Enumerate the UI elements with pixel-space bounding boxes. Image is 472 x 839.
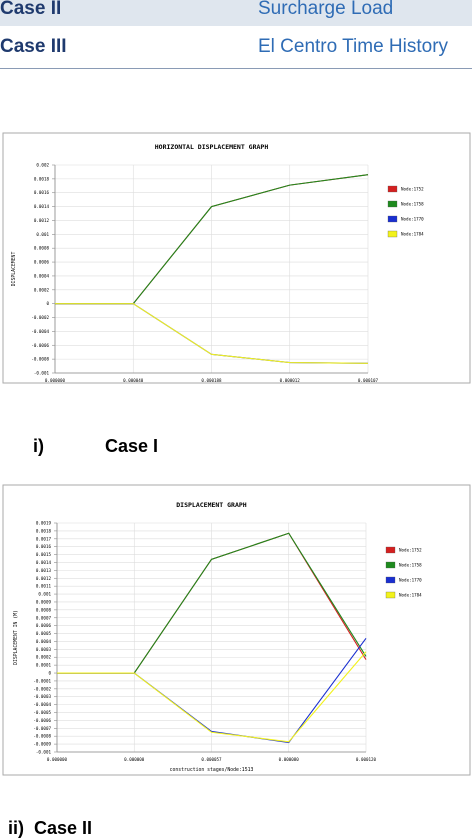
x-tick-label: 0.000188: [201, 378, 222, 383]
y-tick-label: -0.001: [34, 371, 50, 376]
legend-swatch: [387, 185, 398, 193]
x-tick-label: 0.000000: [124, 757, 145, 762]
chart: HORIZONTAL DISPLACEMENT GRAPH 0.002 0.0018…: [2, 132, 471, 384]
x-tick-label: 0.000000: [45, 378, 66, 383]
cell: Case II: [0, 0, 62, 19]
y-tick-label: -0.0006: [31, 343, 49, 348]
legend-label: Node:1758: [401, 202, 424, 207]
y-tick-label: 0.0012: [34, 218, 50, 223]
caption-label: Case I: [105, 436, 159, 456]
chart: DISPLACEMENT GRAPH 0.0019 0.0018 0.0017 0.00…: [2, 484, 471, 776]
table-row: Case III El Centro Time History: [0, 26, 472, 69]
y-tick-label: -0.0005: [33, 710, 51, 715]
legend-label: Node:1784: [399, 593, 422, 598]
y-tick-label: -0.0003: [33, 694, 51, 699]
y-tick-label: 0.001: [36, 232, 49, 237]
y-tick-label: 0.0007: [36, 615, 52, 620]
legend-label: Node:1758: [399, 563, 422, 568]
y-tick-label: -0.0009: [33, 742, 51, 747]
x-tick-label: 0.000080: [279, 757, 300, 762]
y-tick-label: -0.0004: [31, 329, 49, 334]
y-tick-label: 0.0008: [36, 607, 52, 612]
y-axis-label: DISPLACEMENT: [11, 252, 17, 287]
series-line: [55, 303, 369, 364]
legend-label: Node:1770: [399, 578, 422, 583]
y-tick-label: -0.0007: [33, 726, 51, 731]
y-tick-label: -0.0001: [33, 678, 51, 683]
legend-swatch: [387, 230, 398, 238]
legend-swatch: [387, 215, 398, 223]
caption-number: i): [33, 436, 44, 456]
y-tick-label: 0.0018: [34, 176, 50, 181]
y-tick-label: -0.0004: [33, 702, 51, 707]
legend-swatch: [385, 576, 396, 584]
chart-frame: [2, 484, 471, 776]
y-tick-label: 0.0016: [34, 190, 50, 195]
y-tick-label: 0: [46, 301, 49, 306]
y-tick-label: 0.0006: [34, 260, 50, 265]
y-tick-label: 0.0013: [36, 568, 52, 573]
y-tick-label: 0.0009: [36, 599, 52, 604]
chart-title: DISPLACEMENT GRAPH: [176, 501, 247, 509]
y-tick-label: 0.0002: [36, 655, 52, 660]
y-tick-label: 0.0012: [36, 576, 52, 581]
x-tick-label: 0.000057: [201, 757, 222, 762]
y-tick-label: 0.0008: [34, 246, 50, 251]
y-tick-label: 0.0004: [36, 639, 52, 644]
y-tick-label: 0.0019: [36, 521, 52, 526]
chart-frame: [2, 132, 471, 384]
y-tick-label: 0.0005: [36, 631, 52, 636]
x-axis-label: construction stages/Node:1513: [170, 767, 254, 773]
y-tick-label: 0.0016: [36, 544, 52, 549]
y-tick-label: 0.0002: [34, 287, 50, 292]
y-tick-label: -0.0008: [31, 357, 49, 362]
y-tick-label: 0.0015: [36, 552, 52, 557]
y-tick-label: -0.0008: [33, 734, 51, 739]
chart-title: HORIZONTAL DISPLACEMENT GRAPH: [155, 143, 269, 151]
y-tick-label: 0: [48, 671, 51, 676]
y-tick-label: -0.0002: [33, 686, 51, 691]
y-tick-label: 0.001: [38, 592, 51, 597]
table-row: Case II Surcharge Load: [0, 0, 472, 26]
y-tick-label: -0.0002: [31, 315, 49, 320]
x-tick-label: 0.000107: [358, 378, 379, 383]
x-tick-label: 0.000000: [47, 757, 68, 762]
y-tick-label: 0.0003: [36, 647, 52, 652]
y-tick-label: 0.0014: [34, 204, 50, 209]
y-tick-label: 0.002: [36, 163, 49, 168]
legend-label: Node:1770: [401, 217, 424, 222]
caption-label: Case II: [34, 818, 93, 838]
legend-swatch: [385, 591, 396, 599]
y-tick-label: 0.0001: [36, 663, 52, 668]
legend-label: Node:1752: [401, 187, 424, 192]
y-tick-label: 0.0006: [36, 623, 52, 628]
cell: Surcharge Load: [258, 0, 394, 19]
y-tick-label: 0.0004: [34, 273, 50, 278]
x-tick-label: 0.000040: [123, 378, 144, 383]
legend-swatch: [385, 561, 396, 569]
y-tick-label: 0.0017: [36, 536, 52, 541]
caption-number: ii): [8, 818, 24, 838]
y-tick-label: -0.0006: [33, 718, 51, 723]
y-axis-label: DISPLACEMENT IN (M): [13, 610, 19, 665]
cell: Case III: [0, 36, 67, 57]
legend-label: Node:1752: [399, 548, 422, 553]
y-tick-label: 0.0011: [36, 584, 52, 589]
x-tick-label: 0.000012: [280, 378, 301, 383]
legend-swatch: [387, 200, 398, 208]
cell: El Centro Time History: [258, 36, 449, 57]
y-tick-label: 0.0018: [36, 528, 52, 533]
legend-swatch: [385, 546, 396, 554]
x-tick-label: 0.000120: [356, 757, 377, 762]
y-tick-label: 0.0014: [36, 560, 52, 565]
legend-label: Node:1784: [401, 232, 424, 237]
series-line: [57, 651, 367, 743]
y-tick-label: -0.001: [36, 750, 52, 755]
